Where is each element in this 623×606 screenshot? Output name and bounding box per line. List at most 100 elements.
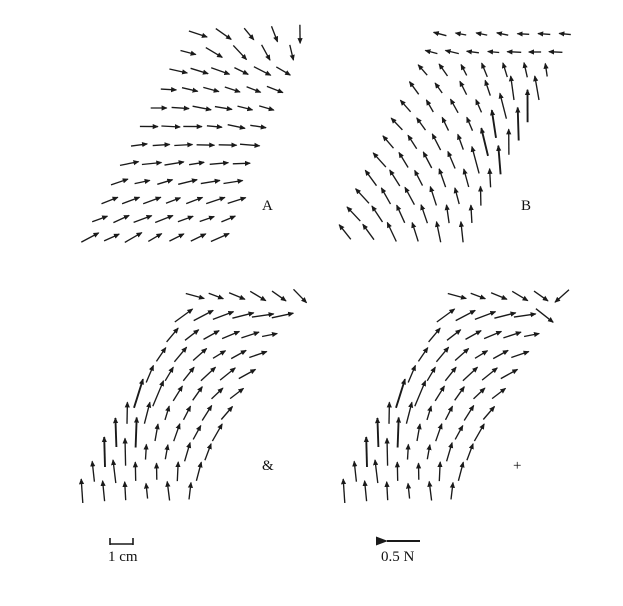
panel-c-arrow: [165, 367, 173, 381]
panel-d-arrow: [456, 310, 476, 320]
panel-b-arrow: [507, 52, 521, 53]
panel-b-arrow: [412, 223, 418, 242]
panel-b-arrow: [455, 188, 459, 204]
panel-d-arrow: [493, 350, 508, 358]
panel-b-arrow: [426, 100, 433, 112]
panel-c-arrow: [183, 367, 194, 381]
panel-d-arrow: [436, 347, 448, 362]
panel-b-label: B: [521, 198, 531, 215]
panel-b-arrow: [397, 205, 405, 223]
panel-d-arrow: [417, 424, 420, 441]
panel-b-arrow: [432, 134, 440, 150]
panel-b-arrow: [451, 99, 459, 113]
panel-b-arrow: [461, 65, 467, 76]
panel-a-arrow: [104, 234, 119, 241]
panel-d-arrow: [483, 407, 494, 420]
panel-a-arrow: [92, 216, 107, 222]
panel-a-arrow: [191, 68, 209, 73]
panel-d-arrow: [455, 349, 469, 361]
panel-b-arrow: [383, 136, 394, 148]
panel-d-arrow: [343, 479, 345, 503]
panel-a-arrow: [240, 144, 260, 146]
panel-c-arrow: [115, 418, 116, 447]
panel-d-arrow: [534, 291, 548, 301]
panel-c-arrow: [189, 483, 191, 500]
panel-b-arrow: [535, 76, 539, 100]
panel-d-arrow: [406, 402, 412, 423]
panel-b-arrow: [445, 50, 458, 53]
panel-c-arrow: [165, 445, 168, 459]
panel-a-arrow: [157, 180, 172, 185]
panel-d-arrow: [451, 483, 453, 500]
panel-d-arrow: [365, 481, 367, 501]
panel-a-arrow: [206, 48, 223, 58]
panel-d-arrow: [512, 291, 528, 300]
panel-b-arrow: [425, 50, 437, 53]
panel-a-arrow: [148, 234, 161, 242]
panel-d-arrow: [375, 460, 378, 483]
panel-c-arrow: [146, 483, 148, 498]
panel-b-arrow: [518, 108, 519, 141]
force-scale-label: 0.5 N: [381, 549, 414, 566]
panel-d-arrow: [387, 438, 388, 465]
panel-b-arrow: [373, 153, 386, 167]
panel-a-arrow: [228, 125, 245, 129]
panel-b-arrow: [492, 110, 496, 138]
panel-b-arrow: [356, 189, 369, 204]
panel-d-arrow: [455, 387, 465, 401]
panel-c-arrow: [202, 406, 212, 421]
panel-a-arrow: [169, 69, 187, 73]
panel-c-arrow: [249, 352, 266, 358]
panel-b-arrow: [482, 63, 488, 77]
panel-d-arrow: [492, 388, 505, 398]
panel-c-arrow: [184, 406, 191, 420]
panel-c-arrow: [134, 379, 143, 408]
panel-c-arrow: [212, 388, 223, 399]
panel-d-arrow: [429, 328, 441, 342]
panel-d-arrow: [503, 332, 521, 338]
panel-a-arrow: [215, 107, 232, 110]
panel-a-arrow: [211, 68, 229, 74]
panel-a-arrow: [186, 197, 202, 203]
panel-a-arrow: [122, 197, 139, 203]
panel-b-arrow: [448, 152, 455, 169]
panel-a-arrow: [233, 163, 250, 164]
length-scale-bar: [110, 538, 133, 545]
panel-c-arrow: [173, 386, 182, 401]
panel-b-arrow: [461, 222, 463, 243]
panel-b-arrow: [524, 63, 527, 78]
panel-c-arrow: [174, 347, 186, 362]
panel-c-arrow: [104, 437, 105, 467]
panel-d-arrow: [524, 334, 539, 337]
panel-b-arrow: [467, 51, 479, 53]
panel-c-arrow: [167, 482, 169, 501]
panel-a-arrow: [120, 162, 139, 166]
panel-d-arrow: [455, 426, 463, 440]
panel-b-arrow: [464, 169, 469, 187]
panel-c-arrow: [153, 381, 164, 406]
panel-c-arrow: [212, 424, 222, 441]
panel-b-arrow: [372, 206, 383, 222]
panel-a-arrow: [189, 162, 204, 164]
panel-c-arrow: [272, 291, 286, 301]
panel-b-arrow: [437, 222, 441, 243]
panel-a-arrow: [142, 163, 162, 165]
panel-d-arrow: [484, 331, 501, 338]
panel-c-arrow: [177, 462, 178, 481]
panel-b-arrow: [498, 146, 500, 175]
panel-b-arrow: [415, 170, 423, 185]
panel-c-arrow: [146, 444, 147, 459]
panel-a-arrow: [155, 216, 173, 223]
panel-a-arrow: [165, 162, 184, 165]
panel-d-arrow: [398, 418, 399, 448]
panel-a-arrow: [193, 106, 212, 110]
panel-d-arrow: [408, 483, 410, 498]
panel-d-arrow: [439, 462, 440, 481]
panel-a-arrow: [224, 181, 243, 184]
panel-d-arrow: [511, 352, 529, 358]
panel-a-arrow: [234, 68, 248, 75]
panel-a-arrow: [210, 163, 229, 165]
panel-c-arrow: [241, 332, 259, 338]
